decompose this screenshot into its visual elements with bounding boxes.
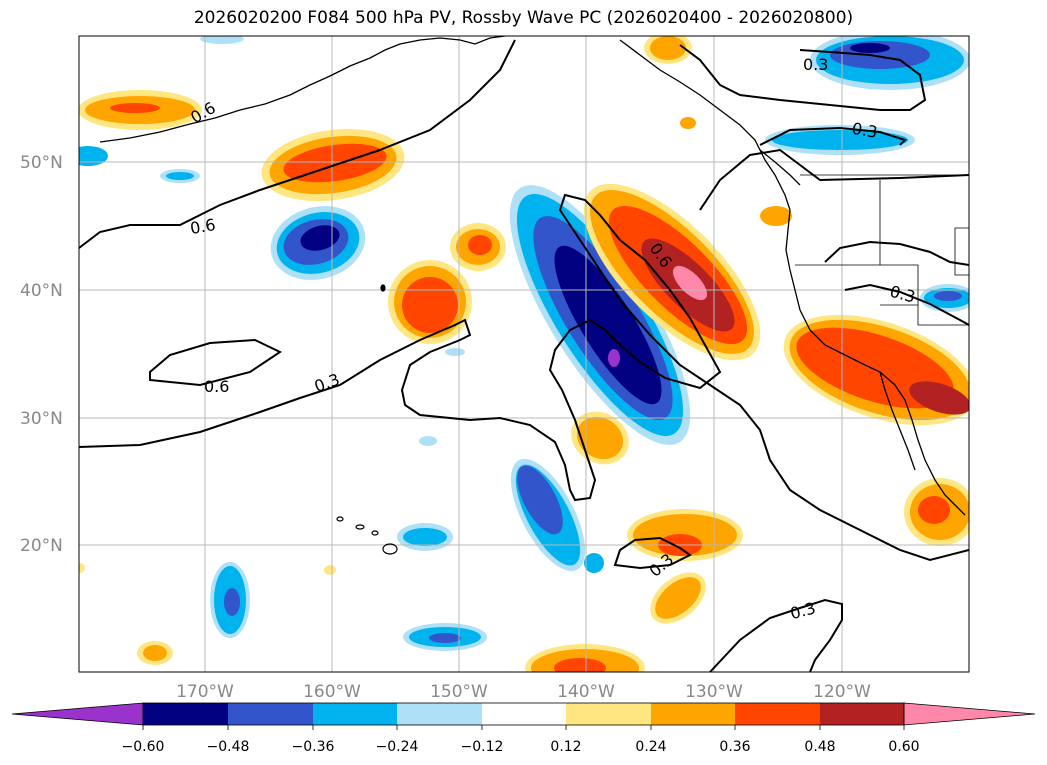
colorbar: −0.60 −0.48 −0.36 −0.24 −0.12 0.12 0.24 …: [11, 702, 1036, 755]
lat-label-50n: 50°N: [20, 153, 63, 173]
colorbar-min-extend: [11, 702, 144, 726]
colorbar-bin-1: [143, 703, 228, 725]
colorbar-bin-7: [651, 703, 735, 725]
contour-label-7: 0.3: [850, 119, 878, 142]
cb-tick-6: 0.12: [550, 739, 581, 755]
cb-tick-10: 0.60: [888, 739, 919, 755]
cb-tick-8: 0.36: [719, 739, 750, 755]
contour-label-4: 0.3: [312, 370, 342, 397]
lat-label-40n: 40°N: [20, 281, 63, 301]
latitude-labels: 50°N 40°N 30°N 20°N: [20, 153, 63, 556]
map-frame: [78, 35, 970, 673]
colorbar-bin-4: [397, 703, 482, 725]
contour-label-10: 0.3: [788, 598, 818, 623]
cb-tick-7: 0.24: [635, 739, 666, 755]
lat-label-20n: 20°N: [20, 536, 63, 556]
longitude-labels: 170°W 160°W 150°W 140°W 130°W 120°W: [176, 682, 871, 702]
colorbar-bin-9: [820, 703, 904, 725]
contour-label-3: 0.6: [204, 377, 229, 396]
contour-label-8: 0.3: [888, 282, 918, 307]
pv-contour-layer: [79, 39, 969, 672]
lon-label-130w: 130°W: [685, 682, 743, 702]
contour-label-6: 0.3: [803, 55, 828, 74]
cb-tick-4: −0.24: [376, 739, 419, 755]
map-plot-area: 0.6 0.6 0.6 0.3 0.6 0.3 0.3 0.3 0.3 0.3: [79, 36, 969, 672]
lon-label-170w: 170°W: [176, 682, 234, 702]
lon-label-160w: 160°W: [303, 682, 361, 702]
contour-label-2: 0.6: [189, 215, 217, 238]
colorbar-tick-labels: −0.60 −0.48 −0.36 −0.24 −0.12 0.12 0.24 …: [122, 739, 920, 755]
colorbar-bin-2: [228, 703, 313, 725]
cb-tick-2: −0.48: [207, 739, 250, 755]
lat-label-30n: 30°N: [20, 409, 63, 429]
cb-tick-9: 0.48: [804, 739, 835, 755]
colorbar-bin-8: [735, 703, 820, 725]
cb-tick-1: −0.60: [122, 739, 165, 755]
lon-label-140w: 140°W: [557, 682, 615, 702]
graticule: [79, 36, 969, 672]
colorbar-max-extend: [903, 702, 1036, 726]
colorbar-bin-5: [482, 703, 566, 725]
cb-tick-5: −0.12: [461, 739, 504, 755]
hawaii-islands: [336, 284, 398, 555]
cb-tick-3: −0.36: [292, 739, 335, 755]
lon-label-150w: 150°W: [430, 682, 488, 702]
map-title: 2026020200 F084 500 hPa PV, Rossby Wave …: [193, 8, 854, 28]
border-layer: [795, 174, 969, 326]
colorbar-bin-6: [566, 703, 651, 725]
coastline-layer: [99, 36, 966, 516]
colorbar-ticks: [142, 725, 905, 730]
colorbar-bin-3: [313, 703, 397, 725]
lon-label-120w: 120°W: [813, 682, 871, 702]
